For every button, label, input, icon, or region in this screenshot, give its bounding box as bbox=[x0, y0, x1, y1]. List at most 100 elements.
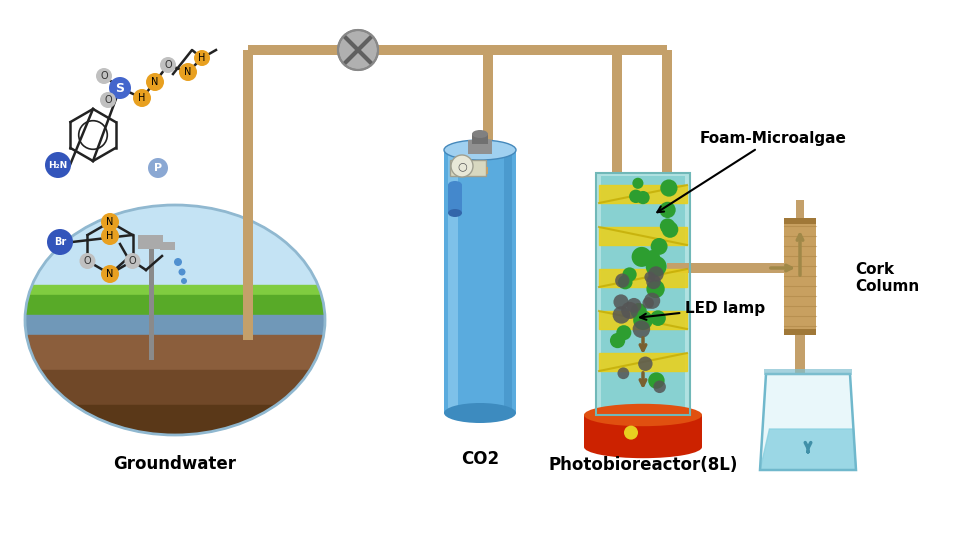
Circle shape bbox=[646, 256, 666, 277]
Bar bbox=[25, 370, 325, 405]
Text: CO2: CO2 bbox=[461, 450, 499, 468]
Circle shape bbox=[613, 294, 629, 310]
Text: O: O bbox=[129, 256, 136, 266]
Circle shape bbox=[616, 325, 632, 340]
Bar bbox=[667, 263, 790, 273]
Circle shape bbox=[621, 302, 638, 319]
Circle shape bbox=[633, 321, 650, 338]
Text: H₂N: H₂N bbox=[48, 161, 67, 169]
Circle shape bbox=[179, 63, 197, 81]
Text: H: H bbox=[199, 53, 205, 63]
Bar bbox=[138, 235, 163, 249]
Text: Groundwater: Groundwater bbox=[113, 455, 236, 473]
Text: P: P bbox=[154, 163, 162, 173]
Bar bbox=[662, 50, 672, 173]
Bar bbox=[784, 329, 816, 335]
Ellipse shape bbox=[25, 205, 325, 435]
Bar bbox=[612, 50, 622, 173]
Circle shape bbox=[125, 253, 140, 269]
Bar bbox=[149, 240, 154, 360]
Polygon shape bbox=[760, 374, 856, 470]
Text: Photobioreactor(8L): Photobioreactor(8L) bbox=[548, 456, 737, 474]
Circle shape bbox=[632, 247, 652, 267]
Circle shape bbox=[633, 178, 643, 189]
Text: Cork
Column: Cork Column bbox=[855, 262, 920, 294]
Polygon shape bbox=[599, 353, 687, 371]
Circle shape bbox=[617, 367, 629, 379]
Ellipse shape bbox=[25, 205, 325, 435]
Circle shape bbox=[194, 50, 210, 66]
Bar bbox=[612, 50, 622, 173]
Bar bbox=[795, 220, 805, 263]
Ellipse shape bbox=[448, 209, 462, 217]
Bar bbox=[584, 415, 702, 447]
Circle shape bbox=[47, 229, 73, 255]
Bar bbox=[448, 150, 458, 413]
Circle shape bbox=[338, 30, 378, 70]
Circle shape bbox=[650, 310, 666, 326]
Bar bbox=[795, 371, 805, 373]
Circle shape bbox=[451, 155, 473, 177]
Polygon shape bbox=[760, 429, 856, 470]
Bar bbox=[596, 173, 690, 415]
Circle shape bbox=[631, 303, 647, 319]
Bar bbox=[472, 134, 488, 144]
Circle shape bbox=[160, 57, 176, 73]
Polygon shape bbox=[599, 185, 687, 203]
Bar bbox=[468, 140, 492, 154]
Bar bbox=[160, 242, 175, 250]
Polygon shape bbox=[599, 311, 687, 329]
Text: O: O bbox=[105, 95, 111, 105]
Circle shape bbox=[101, 265, 119, 283]
Circle shape bbox=[646, 275, 660, 289]
Text: LED lamp: LED lamp bbox=[640, 300, 765, 320]
Ellipse shape bbox=[584, 436, 702, 458]
Bar bbox=[25, 285, 325, 297]
Circle shape bbox=[109, 77, 131, 99]
Polygon shape bbox=[599, 269, 687, 287]
Bar bbox=[483, 50, 493, 160]
Ellipse shape bbox=[448, 181, 462, 189]
Ellipse shape bbox=[444, 140, 516, 160]
Circle shape bbox=[101, 227, 119, 245]
Circle shape bbox=[148, 158, 168, 178]
Text: ○: ○ bbox=[457, 161, 467, 171]
Bar bbox=[796, 200, 804, 219]
Ellipse shape bbox=[472, 130, 488, 138]
Text: H: H bbox=[107, 231, 113, 241]
Circle shape bbox=[644, 272, 656, 283]
Circle shape bbox=[654, 380, 666, 393]
Circle shape bbox=[100, 92, 116, 108]
Circle shape bbox=[622, 267, 636, 282]
Circle shape bbox=[660, 219, 675, 234]
Text: O: O bbox=[100, 71, 108, 81]
Bar bbox=[444, 150, 516, 413]
Circle shape bbox=[645, 250, 660, 266]
Bar bbox=[450, 160, 486, 176]
Circle shape bbox=[45, 152, 71, 178]
Text: N: N bbox=[184, 67, 192, 77]
Text: O: O bbox=[84, 256, 91, 266]
Text: N: N bbox=[107, 269, 113, 279]
Bar bbox=[784, 218, 816, 335]
Text: N: N bbox=[152, 77, 158, 87]
Text: N: N bbox=[107, 217, 113, 227]
Circle shape bbox=[660, 202, 676, 218]
Bar bbox=[25, 315, 325, 335]
Circle shape bbox=[612, 306, 630, 324]
Circle shape bbox=[146, 73, 164, 91]
Text: H: H bbox=[138, 93, 146, 103]
Bar bbox=[243, 50, 253, 340]
Circle shape bbox=[610, 333, 625, 348]
Bar bbox=[248, 45, 667, 55]
Text: O: O bbox=[164, 60, 172, 70]
Text: Br: Br bbox=[54, 237, 66, 247]
Bar bbox=[448, 185, 462, 213]
Circle shape bbox=[644, 293, 660, 309]
Circle shape bbox=[638, 357, 653, 371]
Circle shape bbox=[648, 266, 663, 282]
Circle shape bbox=[651, 238, 667, 255]
Text: S: S bbox=[115, 82, 125, 94]
Circle shape bbox=[660, 179, 678, 197]
Bar bbox=[486, 167, 488, 174]
